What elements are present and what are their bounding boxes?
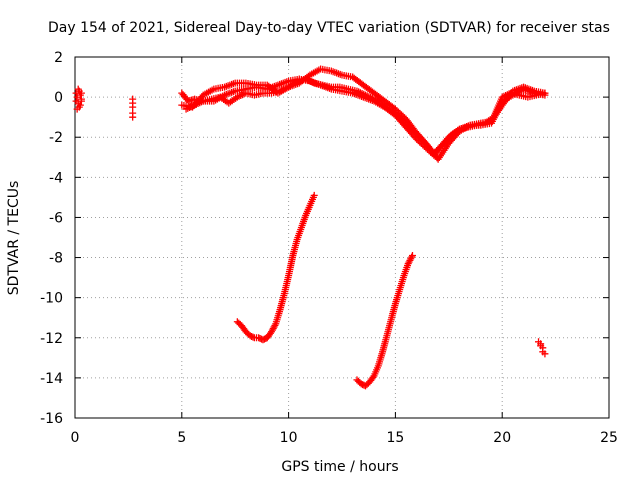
x-tick-label: 25: [600, 430, 618, 446]
data-point: [72, 97, 80, 105]
y-tick-label: -14: [40, 371, 63, 387]
data-point: [249, 333, 257, 341]
data-point: [539, 348, 547, 356]
series-main-track-b: [178, 65, 549, 163]
data-point: [271, 321, 279, 329]
y-tick-label: -8: [49, 251, 63, 267]
y-tick-label: -10: [40, 291, 63, 307]
y-tick-label: -6: [49, 210, 63, 226]
data-points: [72, 65, 549, 390]
series-late-cluster: [535, 338, 549, 358]
series-drop-track-2: [353, 252, 416, 390]
y-tick-label: -12: [40, 331, 63, 347]
data-point: [310, 191, 318, 199]
y-tick-label: 2: [54, 50, 63, 66]
plot-frame: [74, 56, 610, 419]
series-isolated: [129, 95, 137, 121]
data-point: [537, 340, 545, 348]
data-point: [408, 253, 416, 261]
x-tick-label: 5: [177, 430, 186, 446]
series-early-cluster: [72, 85, 85, 113]
data-point: [76, 101, 84, 109]
data-point: [369, 373, 377, 381]
data-point: [77, 89, 85, 97]
data-point: [73, 105, 81, 113]
y-tick-label: -4: [49, 170, 63, 186]
data-point: [129, 103, 137, 111]
chart-title: Day 154 of 2021, Sidereal Day-to-day VTE…: [48, 20, 610, 36]
y-tick-label: 0: [54, 90, 63, 106]
y-tick-label: -16: [40, 411, 63, 427]
x-axis-label: GPS time / hours: [281, 459, 398, 475]
data-point: [129, 113, 137, 121]
series-drop-track-1: [233, 191, 318, 344]
y-axis-label: SDTVAR / TECUs: [6, 181, 22, 296]
x-tick-label: 10: [280, 430, 298, 446]
y-tick-label: -2: [49, 130, 63, 146]
data-point: [408, 252, 416, 260]
series-main-track-c: [182, 75, 549, 157]
x-tick-label: 15: [386, 430, 404, 446]
data-point: [77, 95, 85, 103]
grid: [75, 57, 609, 418]
data-point: [541, 89, 549, 97]
data-point: [74, 85, 82, 93]
x-tick-label: 20: [493, 430, 511, 446]
x-tick-label: 0: [71, 430, 80, 446]
